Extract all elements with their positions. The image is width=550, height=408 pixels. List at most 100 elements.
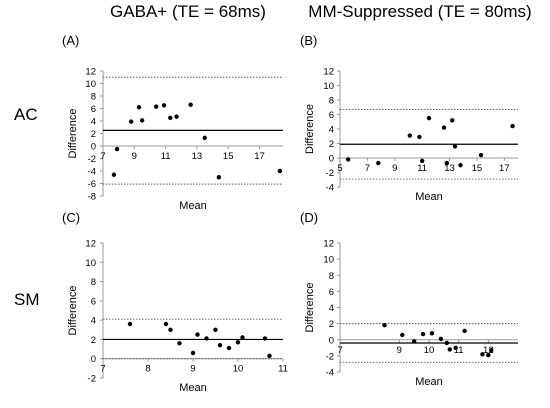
row-label-ac: AC bbox=[14, 105, 38, 124]
y-axis-label: Difference bbox=[304, 283, 316, 333]
x-tick-label: 7 bbox=[100, 364, 105, 375]
panel-label: (B) bbox=[300, 33, 317, 48]
data-point bbox=[277, 168, 283, 174]
data-point bbox=[163, 321, 169, 327]
y-tick-label: 4 bbox=[329, 125, 334, 136]
x-tick-label: 8 bbox=[145, 364, 150, 375]
x-tick-label: 10 bbox=[424, 345, 435, 356]
data-point bbox=[458, 163, 463, 168]
y-tick-label: 4 bbox=[329, 303, 334, 314]
y-tick-label: 8 bbox=[91, 277, 96, 288]
data-point bbox=[346, 157, 351, 162]
y-tick-label: -4 bbox=[326, 368, 334, 379]
x-tick-label: 11 bbox=[161, 151, 171, 162]
y-tick-label: 10 bbox=[323, 81, 334, 92]
y-tick-label: -2 bbox=[88, 154, 96, 165]
data-point bbox=[462, 328, 467, 334]
panel-c: (C) -2 0 2 4 6 8 10 12 7 8 9 10 11 Mean Difference bbox=[62, 210, 288, 394]
data-point bbox=[168, 115, 173, 121]
data-point bbox=[168, 327, 173, 332]
x-tick-label: 9 bbox=[397, 345, 402, 356]
data-point bbox=[444, 340, 449, 346]
x-tick-label: 11 bbox=[417, 163, 427, 174]
x-tick-label: 17 bbox=[499, 163, 510, 174]
y-tick-label: -2 bbox=[88, 374, 96, 385]
row-label-sm: SM bbox=[14, 290, 40, 309]
y-tick-label: 4 bbox=[91, 316, 96, 327]
x-tick-label: 15 bbox=[472, 163, 483, 174]
x-tick-label: 9 bbox=[190, 364, 195, 375]
x-tick-label: 11 bbox=[278, 364, 288, 375]
y-tick-label: -8 bbox=[88, 192, 96, 203]
y-tick-label: 6 bbox=[329, 110, 334, 121]
data-point bbox=[480, 352, 485, 357]
x-tick-label: 7 bbox=[337, 345, 342, 356]
data-point bbox=[217, 343, 223, 348]
data-point bbox=[411, 339, 417, 344]
y-tick-label: 12 bbox=[85, 239, 96, 250]
y-tick-label: 0 bbox=[91, 354, 96, 365]
data-point bbox=[190, 350, 196, 356]
data-point bbox=[453, 345, 458, 351]
y-tick-label: 0 bbox=[329, 335, 334, 346]
data-point bbox=[429, 331, 435, 336]
y-tick-label: 2 bbox=[91, 129, 96, 140]
y-tick-label: 8 bbox=[329, 96, 334, 107]
y-tick-label: -6 bbox=[88, 179, 96, 190]
x-tick-label: 7 bbox=[100, 151, 105, 162]
x-tick-label: 13 bbox=[444, 163, 455, 174]
data-point bbox=[128, 119, 134, 124]
panel-d: (D) -4 -2 0 2 4 6 8 10 12 7 9 10 11 12 Mean Difference bbox=[300, 210, 518, 388]
data-point bbox=[441, 125, 447, 130]
data-point bbox=[114, 146, 120, 152]
data-point bbox=[136, 105, 142, 110]
data-point bbox=[452, 144, 458, 149]
data-point bbox=[177, 341, 182, 346]
y-tick-label: 0 bbox=[329, 154, 334, 165]
data-point bbox=[213, 327, 218, 332]
y-tick-label: 2 bbox=[329, 139, 334, 150]
y-tick-label: -4 bbox=[88, 167, 96, 178]
data-point bbox=[426, 115, 432, 121]
data-point bbox=[240, 335, 245, 340]
x-tick-label: 11 bbox=[454, 345, 464, 356]
data-point bbox=[202, 135, 207, 141]
x-tick-label: 9 bbox=[392, 163, 397, 174]
data-point bbox=[139, 118, 145, 123]
y-axis-label: Difference bbox=[67, 286, 79, 336]
data-point bbox=[407, 133, 413, 138]
y-axis-label: Difference bbox=[304, 104, 316, 154]
y-tick-label: 8 bbox=[329, 271, 334, 282]
x-tick-label: 13 bbox=[192, 151, 203, 162]
y-tick-label: 0 bbox=[91, 142, 96, 153]
y-tick-label: 10 bbox=[85, 79, 96, 90]
y-tick-label: 2 bbox=[91, 335, 96, 346]
data-point bbox=[216, 175, 222, 180]
data-point bbox=[417, 134, 422, 140]
panel-label: (A) bbox=[62, 33, 79, 48]
data-point bbox=[450, 118, 455, 123]
data-point bbox=[195, 332, 200, 337]
data-point bbox=[400, 332, 405, 338]
y-tick-label: 8 bbox=[91, 92, 96, 103]
x-axis-label: Mean bbox=[415, 191, 443, 203]
data-point bbox=[376, 160, 381, 166]
data-point bbox=[111, 172, 117, 177]
y-tick-label: 4 bbox=[91, 117, 96, 128]
y-tick-label: 6 bbox=[91, 296, 96, 307]
x-tick-label: 9 bbox=[132, 151, 137, 162]
y-tick-label: -2 bbox=[326, 168, 334, 179]
panel-label: (C) bbox=[62, 210, 80, 225]
data-point bbox=[262, 336, 268, 341]
data-point bbox=[235, 340, 241, 345]
panel-label: (D) bbox=[300, 210, 318, 225]
data-point bbox=[204, 336, 209, 341]
y-tick-label: -2 bbox=[326, 351, 334, 362]
data-point bbox=[419, 158, 425, 164]
x-axis-label: Mean bbox=[179, 382, 207, 394]
data-point bbox=[267, 353, 272, 359]
x-tick-label: 15 bbox=[223, 151, 234, 162]
